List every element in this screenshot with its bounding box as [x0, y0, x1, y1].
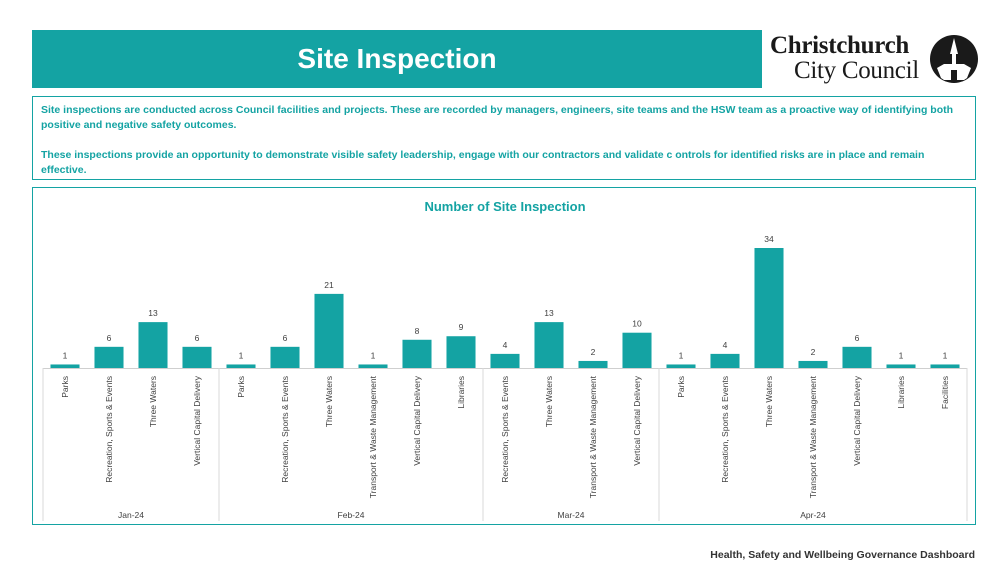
bar — [402, 339, 432, 368]
category-tick-label: Transport & Waste Management — [808, 375, 818, 498]
bar — [886, 364, 916, 368]
data-label: 6 — [855, 333, 860, 343]
data-label: 6 — [283, 333, 288, 343]
site-inspection-bar-chart: Number of Site Inspection 1 Parks 6 Recreati… — [42, 199, 968, 521]
data-label: 8 — [415, 326, 420, 336]
bar — [226, 364, 256, 368]
category-tick-label: Parks — [60, 376, 70, 398]
group-label: Mar-24 — [558, 510, 585, 520]
data-label: 13 — [544, 308, 554, 318]
category-tick-label: Recreation, Sports & Events — [500, 376, 510, 483]
data-label: 1 — [239, 350, 244, 360]
bar — [182, 346, 212, 368]
data-label: 1 — [679, 350, 684, 360]
category-tick-label: Three Waters — [544, 376, 554, 427]
category-tick-label: Libraries — [456, 376, 466, 409]
chart-panel: Number of Site Inspection 1 Parks 6 Recreati… — [32, 187, 976, 525]
data-label: 1 — [63, 350, 68, 360]
data-label: 13 — [148, 308, 158, 318]
bar — [930, 364, 960, 368]
category-tick-label: Vertical Capital Delivery — [412, 375, 422, 466]
bar — [446, 336, 476, 368]
bar — [138, 322, 168, 368]
data-label: 10 — [632, 319, 642, 329]
category-tick-label: Transport & Waste Management — [588, 375, 598, 498]
data-label: 21 — [324, 280, 334, 290]
category-tick-label: Parks — [676, 376, 686, 398]
data-label: 1 — [371, 350, 376, 360]
category-tick-label: Libraries — [896, 376, 906, 409]
chart-title: Number of Site Inspection — [424, 199, 585, 214]
bar — [666, 364, 696, 368]
bar — [534, 322, 564, 368]
category-tick-label: Facilities — [940, 376, 950, 409]
page-title: Site Inspection — [297, 43, 497, 74]
data-label: 1 — [899, 350, 904, 360]
data-label: 2 — [591, 347, 596, 357]
footer-text: Health, Safety and Wellbeing Governance … — [710, 549, 975, 561]
group-label: Feb-24 — [338, 510, 365, 520]
category-tick-label: Vertical Capital Delivery — [192, 375, 202, 466]
cathedral-emblem-icon — [930, 35, 978, 83]
logo-text-line2: City Council — [794, 57, 919, 84]
bar — [622, 332, 652, 368]
bar — [358, 364, 388, 368]
category-tick-label: Recreation, Sports & Events — [280, 376, 290, 483]
council-logo: Christchurch City Council — [768, 32, 983, 84]
bar — [50, 364, 80, 368]
group-label: Apr-24 — [800, 510, 826, 520]
intro-paragraph-2: These inspections provide an opportunity… — [41, 149, 925, 176]
bar — [314, 293, 344, 368]
bar — [490, 353, 520, 368]
data-label: 9 — [459, 322, 464, 332]
bar — [710, 353, 740, 368]
data-label: 1 — [943, 350, 948, 360]
bar — [94, 346, 124, 368]
category-tick-label: Vertical Capital Delivery — [632, 375, 642, 466]
category-tick-label: Recreation, Sports & Events — [104, 376, 114, 483]
category-tick-label: Transport & Waste Management — [368, 375, 378, 498]
category-tick-label: Three Waters — [764, 376, 774, 427]
data-label: 4 — [723, 340, 728, 350]
data-label: 6 — [107, 333, 112, 343]
bar — [270, 346, 300, 368]
data-label: 4 — [503, 340, 508, 350]
bar — [842, 346, 872, 368]
intro-text-box: Site inspections are conducted across Co… — [32, 96, 976, 180]
category-tick-label: Three Waters — [324, 376, 334, 427]
page-title-bar: Site Inspection — [32, 30, 762, 88]
intro-paragraph-1: Site inspections are conducted across Co… — [41, 104, 954, 131]
data-label: 6 — [195, 333, 200, 343]
bar — [578, 360, 608, 368]
bar — [754, 248, 784, 368]
category-tick-label: Vertical Capital Delivery — [852, 375, 862, 466]
group-label: Jan-24 — [118, 510, 144, 520]
logo-text-line1: Christchurch — [770, 32, 910, 59]
category-tick-label: Recreation, Sports & Events — [720, 376, 730, 483]
category-tick-label: Three Waters — [148, 376, 158, 427]
bar — [798, 360, 828, 368]
data-label: 2 — [811, 347, 816, 357]
data-label: 34 — [764, 234, 774, 244]
category-tick-label: Parks — [236, 376, 246, 398]
